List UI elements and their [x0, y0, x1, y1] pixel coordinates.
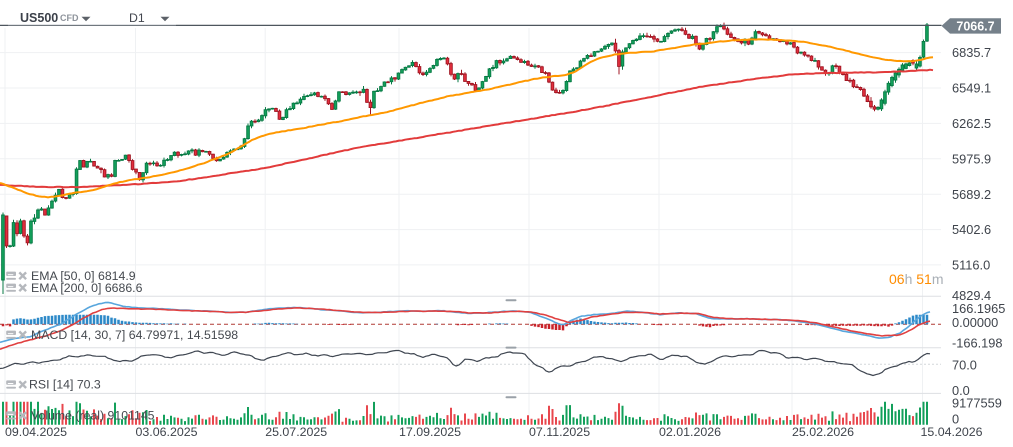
svg-text:4829.4: 4829.4 — [952, 288, 991, 303]
svg-text:0.00000: 0.00000 — [952, 315, 998, 330]
svg-text:03.06.2025: 03.06.2025 — [136, 425, 198, 439]
svg-text:6549.1: 6549.1 — [952, 81, 991, 96]
svg-text:MACD [14, 30, 7] 64.79971, 14.: MACD [14, 30, 7] 64.79971, 14.51598 — [31, 328, 238, 342]
svg-text:70.0: 70.0 — [952, 357, 977, 372]
svg-text:06h 51m: 06h 51m — [889, 271, 944, 287]
svg-text:US500: US500 — [20, 11, 58, 25]
svg-text:9177559: 9177559 — [952, 395, 1002, 410]
svg-text:25.02.2026: 25.02.2026 — [792, 425, 854, 439]
svg-text:6835.7: 6835.7 — [952, 45, 991, 60]
svg-text:17.09.2025: 17.09.2025 — [399, 425, 461, 439]
svg-text:0: 0 — [952, 412, 959, 427]
svg-text:-166.198: -166.198 — [952, 336, 1003, 351]
svg-text:EMA [200, 0] 6686.6: EMA [200, 0] 6686.6 — [31, 281, 143, 295]
svg-text:166.1965: 166.1965 — [952, 301, 1005, 316]
svg-text:EMA [50, 0] 6814.9: EMA [50, 0] 6814.9 — [31, 269, 136, 283]
svg-text:02.01.2026: 02.01.2026 — [659, 425, 721, 439]
svg-text:Volume (real) 9101145: Volume (real) 9101145 — [31, 409, 155, 423]
svg-text:5402.6: 5402.6 — [952, 222, 991, 237]
svg-text:09.04.2025: 09.04.2025 — [5, 425, 67, 439]
svg-text:RSI [14] 70.3: RSI [14] 70.3 — [29, 378, 101, 392]
svg-text:5975.9: 5975.9 — [952, 151, 991, 166]
svg-text:7066.7: 7066.7 — [956, 19, 994, 33]
svg-text:6262.5: 6262.5 — [952, 116, 991, 131]
svg-text:25.07.2025: 25.07.2025 — [265, 425, 327, 439]
svg-text:5116.0: 5116.0 — [952, 258, 990, 273]
svg-text:07.11.2025: 07.11.2025 — [529, 425, 590, 439]
svg-text:0.0: 0.0 — [952, 383, 970, 398]
svg-text:CFD: CFD — [60, 13, 79, 23]
svg-text:15.04.2026: 15.04.2026 — [921, 425, 983, 439]
svg-text:5689.2: 5689.2 — [952, 187, 991, 202]
svg-text:D1: D1 — [129, 11, 145, 25]
